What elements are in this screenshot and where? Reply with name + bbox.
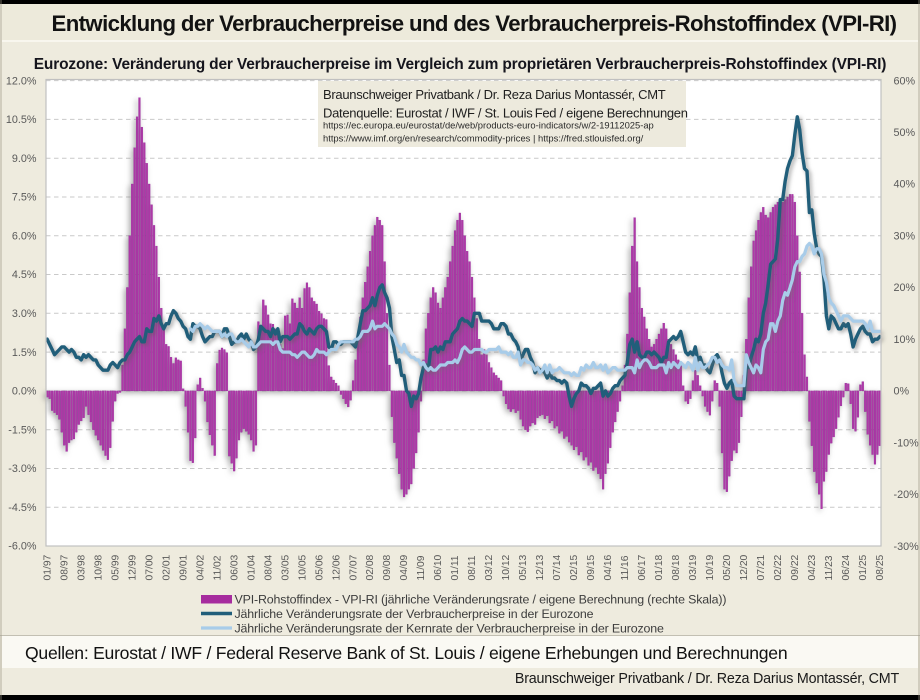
svg-text:4.5%: 4.5% [12,269,37,281]
svg-text:07/21: 07/21 [756,554,767,580]
svg-text:10/19: 10/19 [705,554,716,580]
svg-text:07/07: 07/07 [348,554,359,580]
svg-text:08/97: 08/97 [59,554,70,580]
svg-text:05/13: 05/13 [518,554,529,580]
svg-text:04/09: 04/09 [399,554,410,580]
svg-text:01/25: 01/25 [858,554,869,580]
svg-text:-20%: -20% [894,489,920,501]
svg-text:04/23: 04/23 [807,554,818,580]
svg-text:20%: 20% [894,282,916,294]
svg-text:05/99: 05/99 [110,554,121,580]
svg-text:Jährliche Veränderungsrate der: Jährliche Veränderungsrate der Kernrate … [235,621,665,635]
svg-text:10.5%: 10.5% [6,114,37,126]
svg-text:60%: 60% [894,75,916,87]
svg-text:06/10: 06/10 [433,554,444,580]
svg-text:04/16: 04/16 [603,554,614,580]
svg-text:0.0%: 0.0% [12,386,37,398]
svg-text:-6.0%: -6.0% [8,541,37,553]
svg-text:12/20: 12/20 [739,554,750,580]
svg-text:06/03: 06/03 [229,554,240,580]
svg-text:03/05: 03/05 [280,554,291,580]
svg-text:VPI-Rohstoffindex - VPI-RI (jä: VPI-Rohstoffindex - VPI-RI (jährliche Ve… [235,592,727,606]
svg-text:09/15: 09/15 [586,554,597,580]
svg-text:https://ec.europa.eu/eurostat/: https://ec.europa.eu/eurostat/de/web/pro… [323,120,654,131]
svg-text:Braunschweiger Privatbank / Dr: Braunschweiger Privatbank / Dr. Reza Dar… [323,87,666,102]
svg-text:10%: 10% [894,334,916,346]
svg-text:Datenquelle: Eurostat / IWF /: Datenquelle: Eurostat / IWF / St. Louis … [323,105,688,120]
svg-text:0%: 0% [894,386,910,398]
svg-text:30%: 30% [894,230,916,242]
svg-text:7.5%: 7.5% [12,192,37,204]
svg-text:-3.0%: -3.0% [8,463,37,475]
svg-text:02/01: 02/01 [161,554,172,580]
svg-text:03/12: 03/12 [484,554,495,580]
svg-text:05/06: 05/06 [314,554,325,580]
svg-text:1.5%: 1.5% [12,347,37,359]
svg-text:9.0%: 9.0% [12,153,37,165]
svg-text:07/14: 07/14 [552,554,563,580]
svg-text:06/24: 06/24 [841,554,852,580]
svg-text:11/23: 11/23 [824,555,835,580]
svg-text:08/25: 08/25 [875,554,886,580]
svg-text:08/04: 08/04 [263,554,274,580]
svg-text:03/98: 03/98 [76,554,87,580]
svg-text:12.0%: 12.0% [6,75,37,87]
svg-text:01/11: 01/11 [450,555,461,580]
svg-text:10/98: 10/98 [93,554,104,580]
svg-text:-1.5%: -1.5% [8,424,37,436]
svg-text:07/00: 07/00 [144,554,155,580]
svg-text:09/08: 09/08 [382,554,393,580]
svg-text:6.0%: 6.0% [12,231,37,243]
svg-text:Jährliche Veränderungsrate der: Jährliche Veränderungsrate der Verbrauch… [235,607,594,621]
svg-text:11/16: 11/16 [620,555,631,580]
svg-text:-30%: -30% [894,541,920,553]
svg-text:10/12: 10/12 [501,554,512,580]
svg-text:3.0%: 3.0% [12,308,37,320]
svg-text:01/04: 01/04 [246,554,257,580]
svg-text:-10%: -10% [894,437,920,449]
svg-text:09/01: 09/01 [178,554,189,580]
svg-text:12/99: 12/99 [127,554,138,580]
svg-text:02/08: 02/08 [365,554,376,580]
svg-text:08/18: 08/18 [671,554,682,580]
svg-text:02/15: 02/15 [569,554,580,580]
svg-text:-4.5%: -4.5% [8,502,37,514]
svg-text:10/05: 10/05 [297,554,308,580]
svg-text:01/97: 01/97 [42,554,53,580]
svg-text:12/13: 12/13 [535,554,546,580]
svg-text:02/22: 02/22 [773,554,784,580]
svg-text:12/06: 12/06 [331,554,342,580]
svg-text:40%: 40% [894,179,916,191]
svg-text:https://www.imf.org/en/researc: https://www.imf.org/en/research/commodit… [323,133,644,144]
svg-text:09/22: 09/22 [790,554,801,580]
svg-text:11/09: 11/09 [416,555,427,580]
svg-text:11/02: 11/02 [212,555,223,580]
svg-text:50%: 50% [894,127,916,139]
svg-text:03/19: 03/19 [688,554,699,580]
svg-text:05/20: 05/20 [722,554,733,580]
svg-text:06/17: 06/17 [637,554,648,580]
svg-text:08/11: 08/11 [467,555,478,580]
svg-text:04/02: 04/02 [195,554,206,580]
svg-text:01/18: 01/18 [654,554,665,580]
